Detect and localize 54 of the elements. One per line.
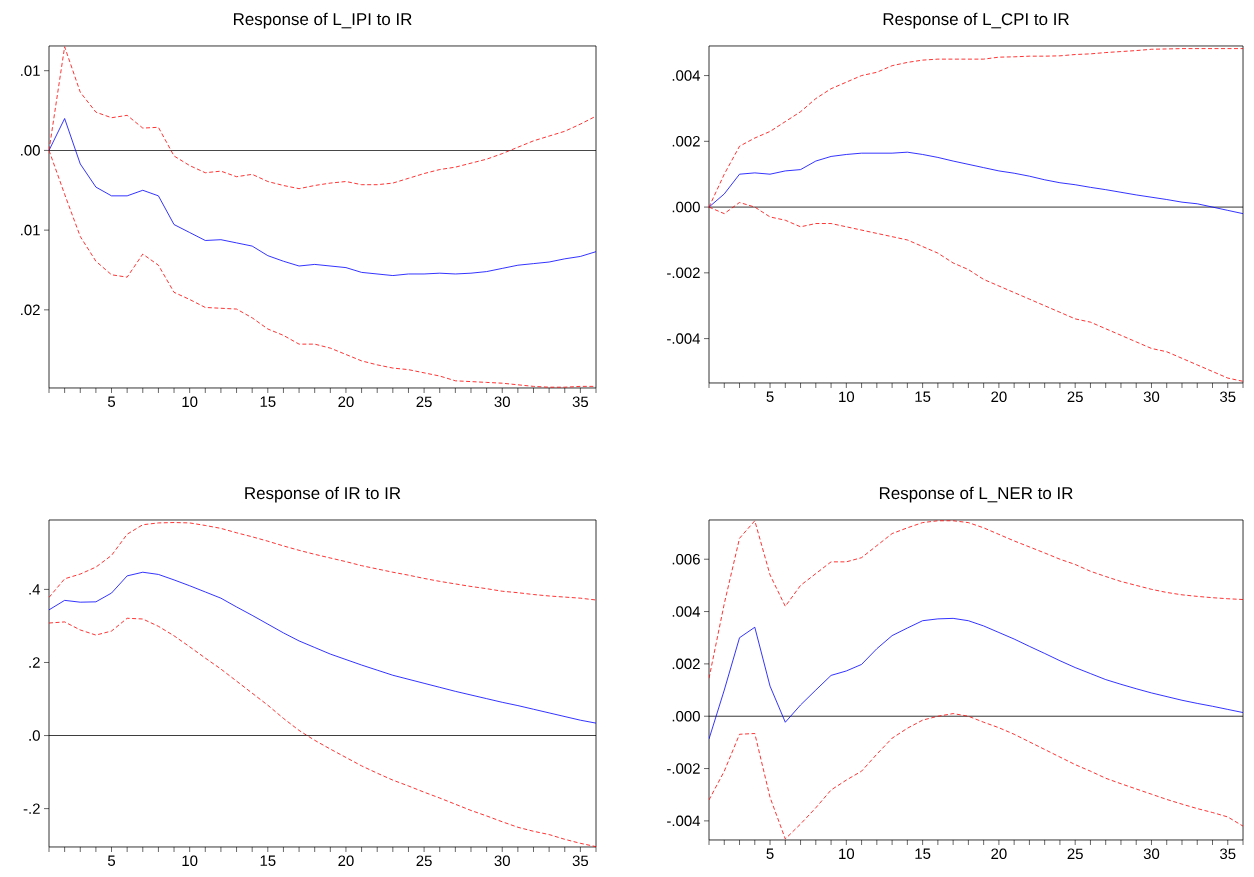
x-tick-label: 25 — [416, 855, 432, 867]
x-tick-label: 20 — [338, 855, 354, 867]
y-tick-label: .01 — [21, 65, 40, 76]
y-tick-label: .004 — [672, 606, 701, 617]
y-tick-label: -.002 — [667, 267, 700, 279]
y-tick-label: .000 — [672, 201, 700, 213]
x-tick-label: 10 — [182, 396, 198, 408]
y-tick-label: .002 — [672, 658, 700, 670]
y-tick-label: .02 — [21, 304, 40, 316]
x-tick-label: 5 — [766, 391, 774, 402]
y-tick-label: .004 — [672, 70, 701, 81]
x-tick-label: 35 — [1220, 848, 1236, 860]
x-tick-label: 15 — [915, 848, 931, 859]
x-tick-label: 5 — [766, 848, 774, 859]
x-tick-label: 15 — [260, 855, 276, 866]
x-tick-label: 20 — [991, 848, 1007, 860]
x-tick-label: 15 — [915, 391, 931, 402]
x-tick-label: 30 — [494, 396, 510, 408]
chart-title: Response of IR to IR — [245, 486, 401, 503]
y-tick-label: .000 — [672, 710, 700, 722]
x-tick-label: 30 — [494, 855, 510, 867]
y-tick-label: -.004 — [667, 333, 701, 344]
chart-title: Response of L_IPI to IR — [233, 12, 412, 29]
y-tick-label: .01 — [21, 224, 40, 236]
line-series — [709, 713, 1244, 840]
line-series — [49, 522, 597, 601]
x-tick-label: 15 — [260, 396, 276, 407]
y-tick-label: .0 — [29, 730, 40, 741]
x-tick-label: 10 — [839, 391, 855, 403]
y-tick-label: -.004 — [667, 815, 701, 827]
x-tick-label: 35 — [572, 396, 589, 408]
x-tick-label: 10 — [182, 855, 198, 867]
y-tick-label: .2 — [29, 657, 40, 668]
y-tick-label: -.002 — [667, 763, 700, 774]
chart-title: Response of L_CPI to IR — [883, 12, 1069, 29]
x-tick-label: 30 — [1143, 848, 1160, 860]
y-tick-label: .006 — [672, 553, 700, 565]
x-tick-label: 25 — [416, 396, 432, 408]
x-tick-label: 25 — [1067, 391, 1083, 403]
x-tick-label: 30 — [1143, 391, 1160, 403]
y-tick-label: .002 — [672, 136, 700, 147]
line-series — [709, 520, 1244, 679]
y-tick-label: .4 — [29, 584, 41, 595]
x-tick-label: 5 — [107, 855, 116, 866]
x-tick-label: 20 — [338, 396, 354, 408]
y-tick-label: -.2 — [23, 803, 40, 814]
x-tick-label: 10 — [839, 848, 855, 860]
x-tick-label: 35 — [572, 855, 589, 867]
x-tick-label: 20 — [991, 391, 1007, 403]
chart-title: Response of L_NER to IR — [879, 486, 1073, 503]
x-tick-label: 25 — [1067, 848, 1083, 860]
x-tick-label: 5 — [107, 396, 116, 407]
y-tick-label: .00 — [21, 145, 40, 156]
x-tick-label: 35 — [1220, 391, 1236, 403]
